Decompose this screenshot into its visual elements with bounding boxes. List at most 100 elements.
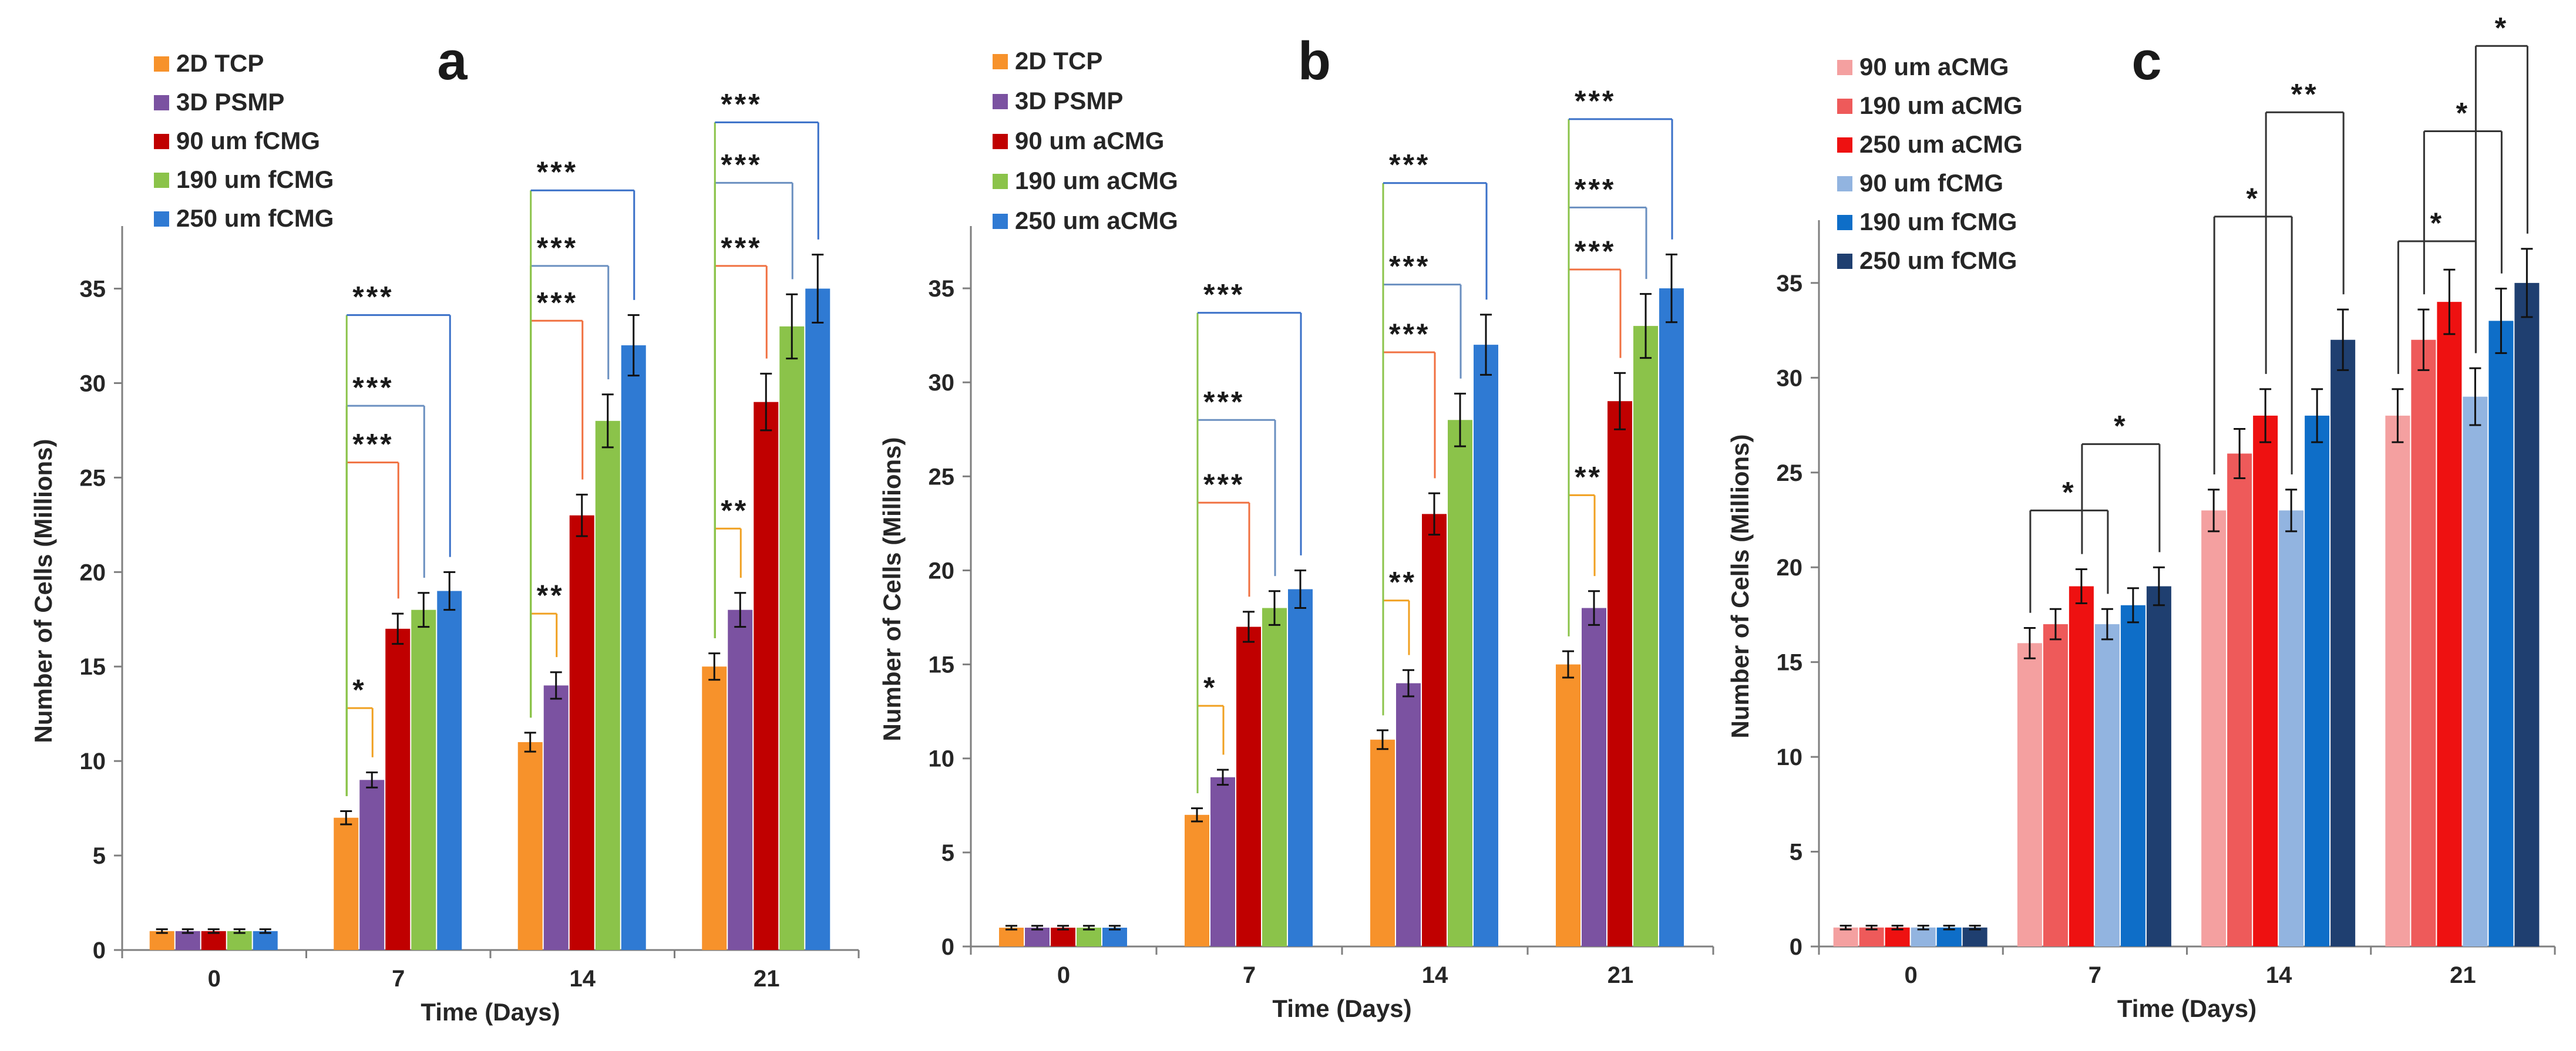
legend-label: 250 um aCMG (1859, 130, 2023, 158)
bar (1582, 608, 1606, 946)
legend-label: 250 um fCMG (176, 204, 334, 232)
bar (1885, 927, 1910, 946)
legend-swatch (1837, 99, 1852, 114)
bar (805, 288, 830, 951)
legend-swatch (993, 134, 1008, 149)
legend-label: 3D PSMP (1015, 87, 1123, 114)
legend-swatch (1837, 60, 1852, 75)
legend-swatch (154, 211, 169, 227)
bar (999, 927, 1024, 946)
panel-label: a (437, 31, 468, 91)
bar (1077, 927, 1101, 946)
bar (779, 326, 805, 950)
panel-c-chart: 0 5 10 15 20 25 30 35 0 7 14 21 Time (Days) Number of… (1726, 11, 2556, 1022)
y-tick-label: 5 (1790, 840, 1802, 865)
bar (334, 817, 359, 950)
bar (1288, 589, 1313, 946)
significance-label: *** (352, 371, 394, 404)
x-axis-title: Time (Days) (421, 998, 560, 1026)
x-tick-label: 0 (208, 966, 221, 992)
bar (1556, 664, 1580, 946)
legend-label: 2D TCP (176, 49, 264, 77)
legend-swatch (1837, 137, 1852, 153)
bar (201, 931, 226, 950)
significance-label: *** (1575, 85, 1616, 117)
significance-label: * (2062, 476, 2076, 508)
panel-label: b (1298, 31, 1331, 91)
bar (253, 931, 278, 950)
y-axis-title: Number of Cells (Millions) (29, 439, 57, 743)
bar (2227, 453, 2252, 946)
bar (2330, 339, 2356, 946)
bar (2094, 624, 2120, 946)
significance-label: *** (721, 87, 762, 120)
bar (702, 666, 727, 950)
legend-label: 90 um aCMG (1015, 127, 1164, 154)
x-tick-label: 14 (2266, 962, 2292, 988)
significance-label: *** (721, 148, 762, 181)
significance-label: *** (1203, 278, 1245, 311)
legend-swatch (993, 94, 1008, 109)
bar (1396, 683, 1421, 946)
bar (2069, 586, 2094, 946)
x-tick-label: 21 (2450, 962, 2476, 988)
legend-swatch (154, 56, 169, 72)
bar (728, 609, 753, 950)
bar (385, 628, 411, 950)
bar (175, 931, 200, 950)
x-tick-label: 14 (570, 966, 596, 992)
significance-label: *** (537, 286, 578, 319)
bar (2411, 339, 2436, 946)
significance-label: * (2114, 409, 2127, 442)
x-tick-label: 7 (1243, 962, 1256, 988)
significance-label: ** (1389, 566, 1417, 599)
legend-swatch (993, 214, 1008, 229)
y-tick-label: 10 (929, 746, 955, 772)
legend-swatch (993, 54, 1008, 69)
significance-label: * (2246, 182, 2259, 215)
bar (2017, 643, 2042, 946)
y-axis-title: Number of Cells (Millions) (878, 437, 906, 741)
bar (359, 780, 385, 950)
bar (1236, 626, 1261, 946)
y-axis-title: Number of Cells (Millions) (1726, 434, 1754, 738)
bar (2146, 586, 2171, 946)
bar (1102, 927, 1127, 946)
significance-label: *** (1389, 318, 1430, 351)
significance-label: * (352, 673, 366, 706)
y-tick-label: 25 (80, 465, 106, 491)
bar (1262, 608, 1287, 946)
x-tick-label: 7 (392, 966, 405, 992)
bar (2463, 396, 2488, 946)
y-tick-label: 0 (93, 938, 106, 964)
bar (2253, 415, 2278, 946)
significance-label: ** (721, 494, 748, 527)
bar (2043, 624, 2068, 946)
bar (1633, 326, 1658, 946)
legend-label: 190 um fCMG (1859, 208, 2017, 235)
bar (149, 931, 174, 950)
panel-label: c (2131, 31, 2161, 91)
significance-label: * (2495, 11, 2508, 44)
x-axis-title: Time (Days) (2117, 995, 2256, 1022)
y-tick-label: 15 (1777, 650, 1803, 676)
legend-label: 3D PSMP (176, 88, 284, 116)
bar (754, 402, 779, 950)
bar (2437, 302, 2462, 946)
legend-swatch (154, 134, 169, 149)
bar (2305, 415, 2330, 946)
bar (2120, 605, 2145, 946)
significance-label: *** (1575, 173, 1616, 206)
significance-label: *** (352, 281, 394, 314)
bar (1448, 420, 1472, 946)
bar (595, 420, 620, 950)
y-tick-label: 5 (93, 843, 106, 869)
bar (517, 742, 543, 950)
bar (1422, 514, 1447, 946)
bar (1370, 739, 1395, 946)
bar (411, 609, 436, 950)
y-tick-label: 20 (929, 558, 955, 584)
significance-label: ** (2291, 78, 2319, 110)
y-tick-label: 25 (929, 464, 955, 490)
